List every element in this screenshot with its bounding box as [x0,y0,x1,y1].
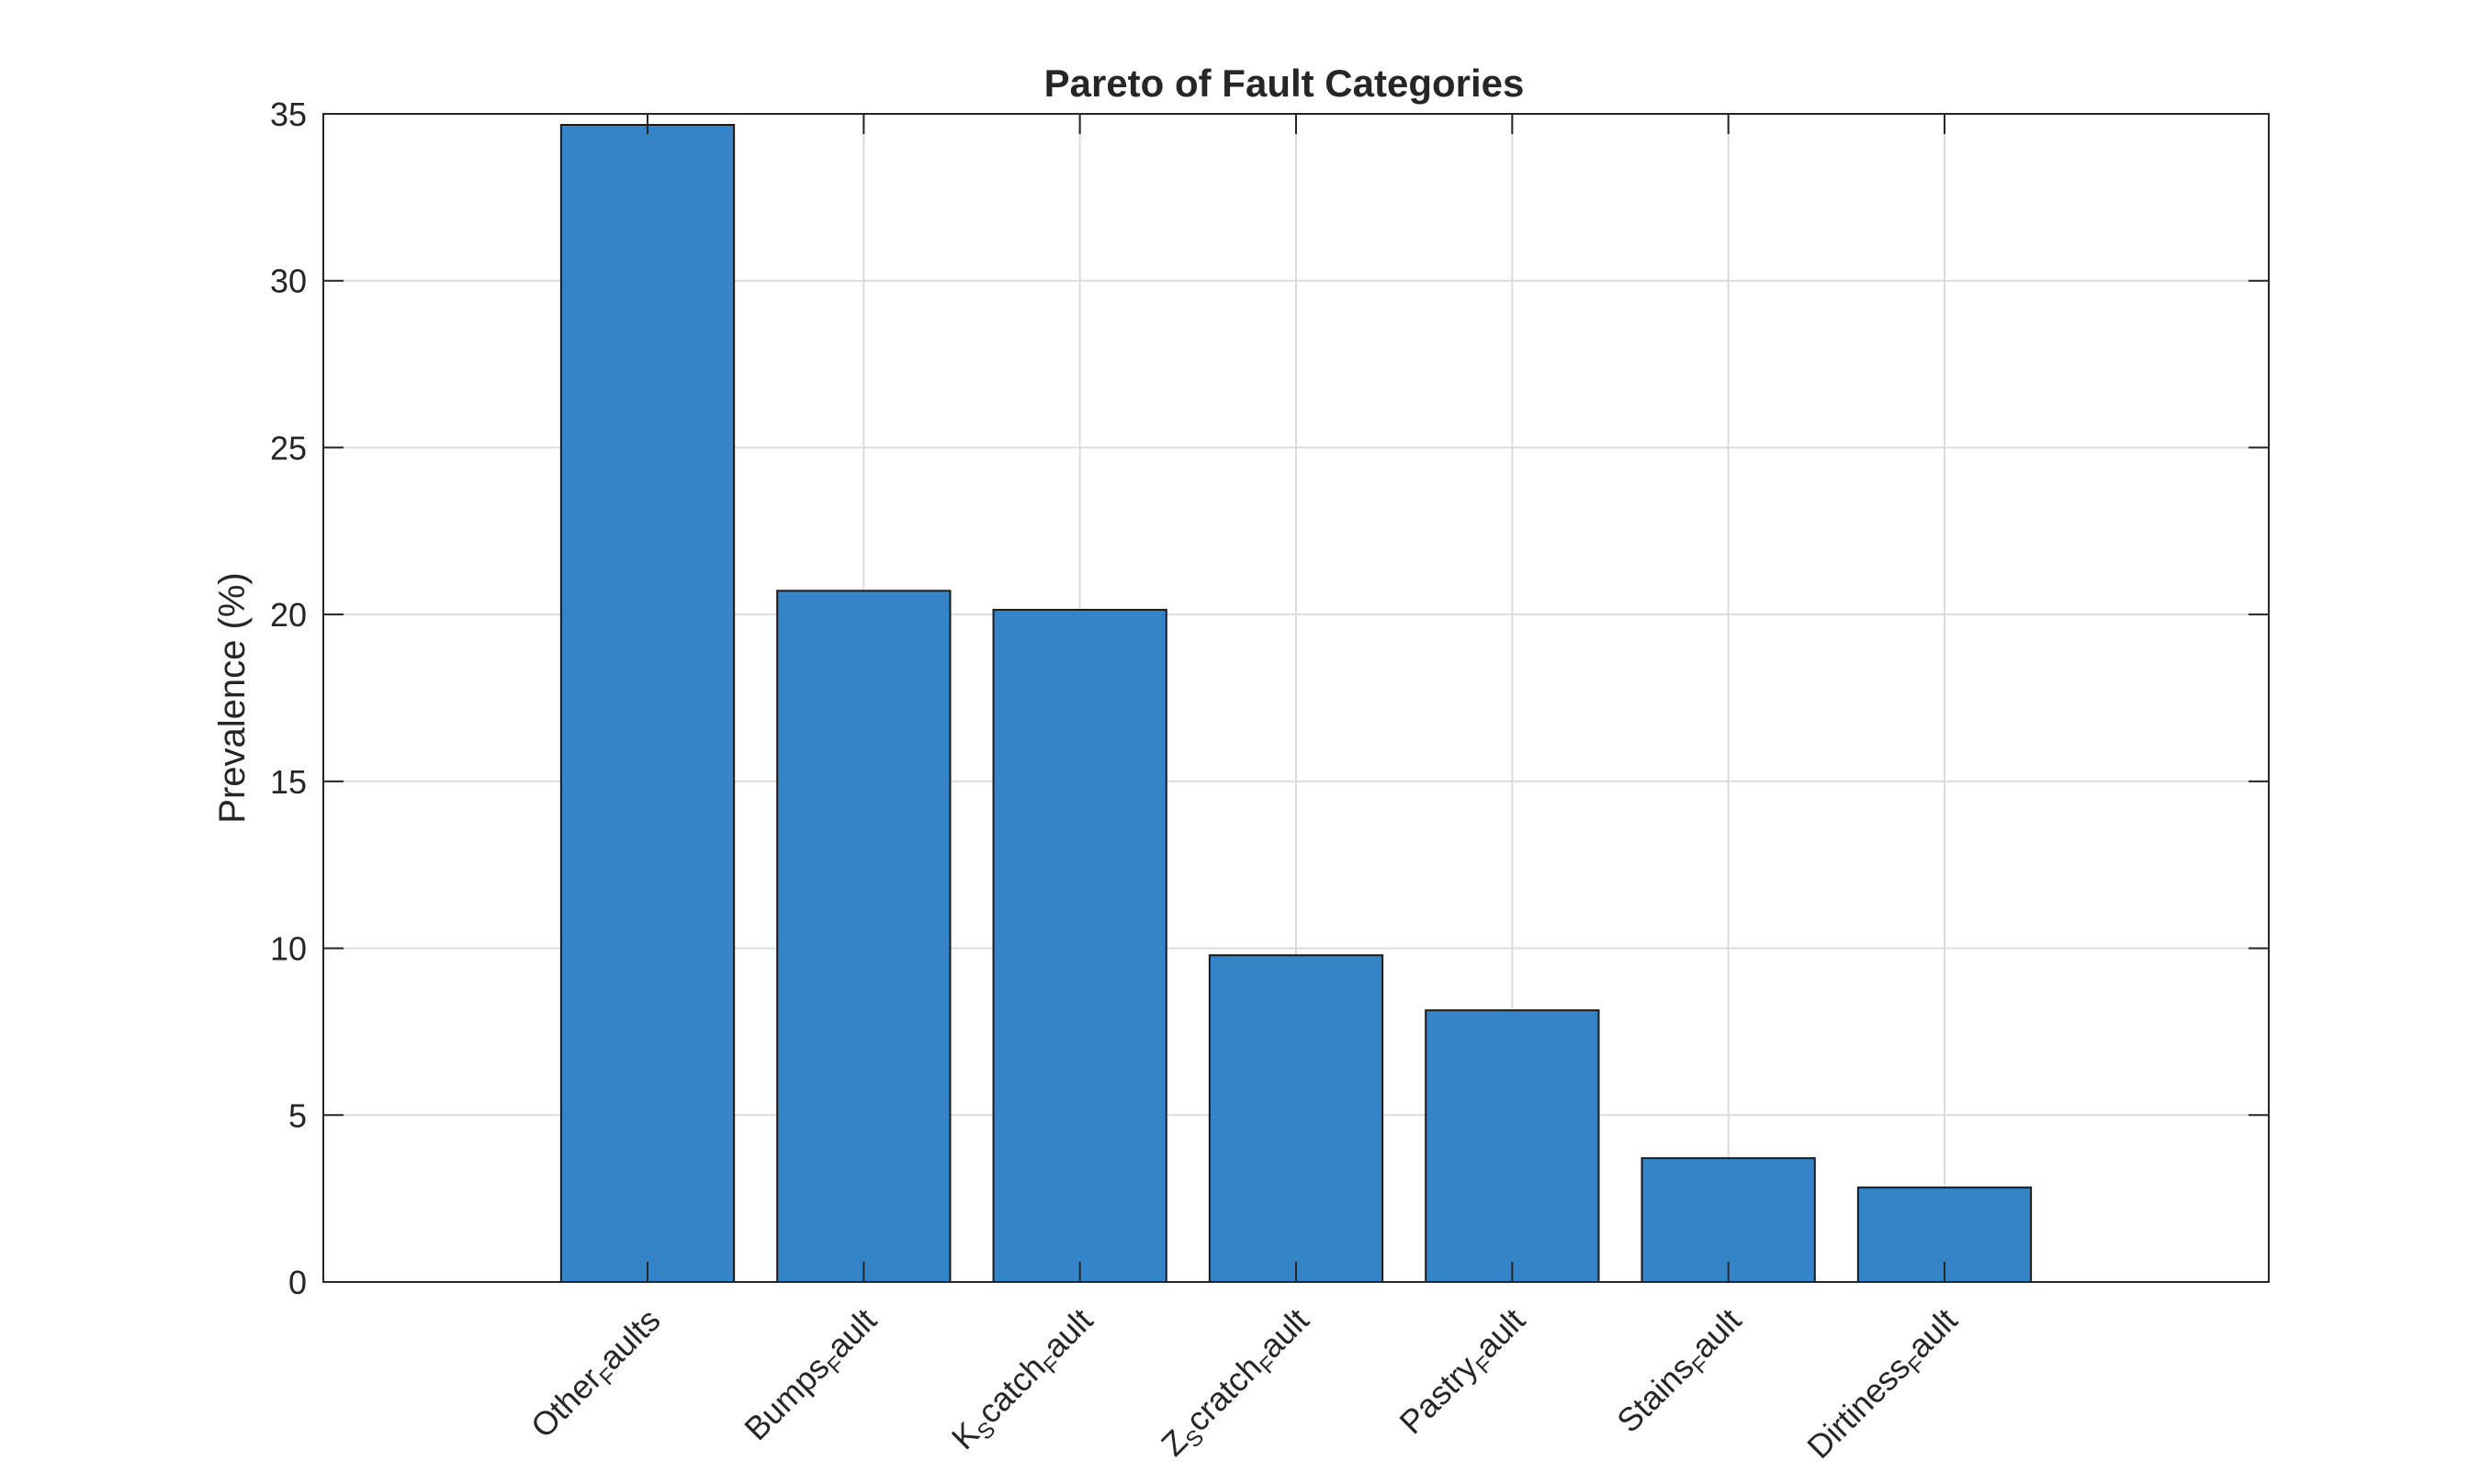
tick-marks [323,113,2269,1283]
bar-stains-fault [1640,1157,1816,1283]
y-tick-label: 15 [270,763,307,801]
y-axis-label: Prevalence (%) [212,572,253,823]
y-tick-label: 25 [270,429,307,467]
y-tick-label: 20 [270,596,307,634]
bar-other-faults [559,123,736,1283]
y-tick-label: 30 [270,263,307,300]
y-tick-label: 10 [270,930,307,968]
bar-bumps-fault [776,590,952,1283]
y-tick-labels: 0 5 10 15 20 25 30 35 [270,96,307,1301]
y-tick-label: 0 [288,1264,307,1301]
bar-z-scratch-fault [1208,954,1384,1283]
chart-title: Pareto of Fault Categories [1044,62,1525,105]
y-tick-label: 5 [288,1096,307,1134]
y-tick-label: 35 [270,96,307,133]
bar-pastry-fault [1425,1009,1600,1284]
bar-k-scatch-fault [992,609,1167,1283]
bars [559,123,2033,1284]
